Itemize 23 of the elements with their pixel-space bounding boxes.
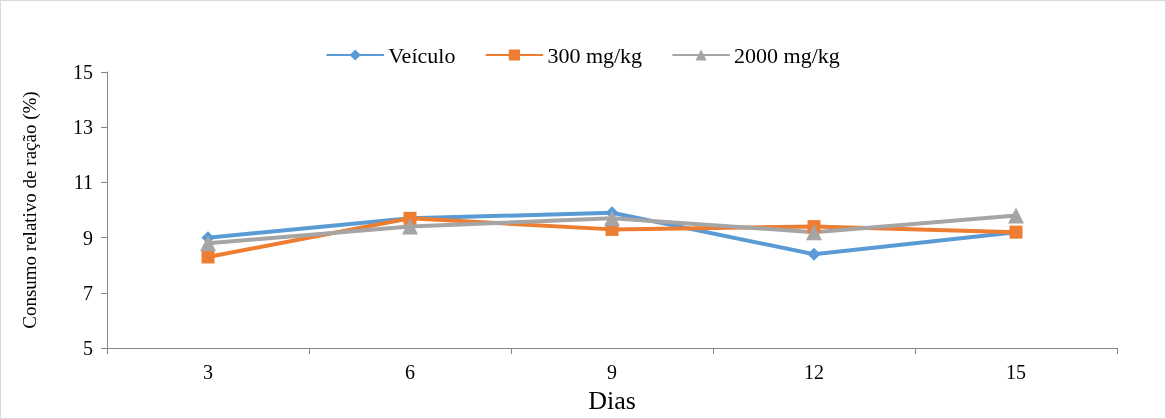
y-tick-label: 9: [83, 226, 93, 249]
point: [604, 210, 620, 227]
y-tick-label: 5: [83, 337, 93, 360]
legend-label: Veículo: [388, 42, 456, 68]
x-tick-label: 15: [1006, 361, 1026, 384]
x-tick-label: 6: [405, 361, 415, 384]
point: [1008, 207, 1024, 224]
legend-label: 300 mg/kg: [547, 42, 643, 68]
point: [402, 218, 418, 235]
legend-label: 2000 mg/kg: [734, 42, 840, 68]
point: [200, 235, 216, 252]
point: [806, 224, 822, 241]
x-tick-label: 3: [203, 361, 213, 384]
x-tick-label: 9: [607, 361, 617, 384]
x-axis-title: Dias: [588, 385, 636, 415]
y-axis-title: Consumo relativo de ração (%): [19, 91, 41, 329]
point: [807, 247, 821, 261]
x-tick-label: 12: [804, 361, 824, 384]
y-tick-label: 7: [83, 281, 93, 304]
y-tick-label: 15: [73, 61, 93, 83]
y-tick-label: 11: [73, 171, 93, 194]
y-tick-label: 13: [73, 116, 93, 139]
point: [201, 250, 215, 264]
